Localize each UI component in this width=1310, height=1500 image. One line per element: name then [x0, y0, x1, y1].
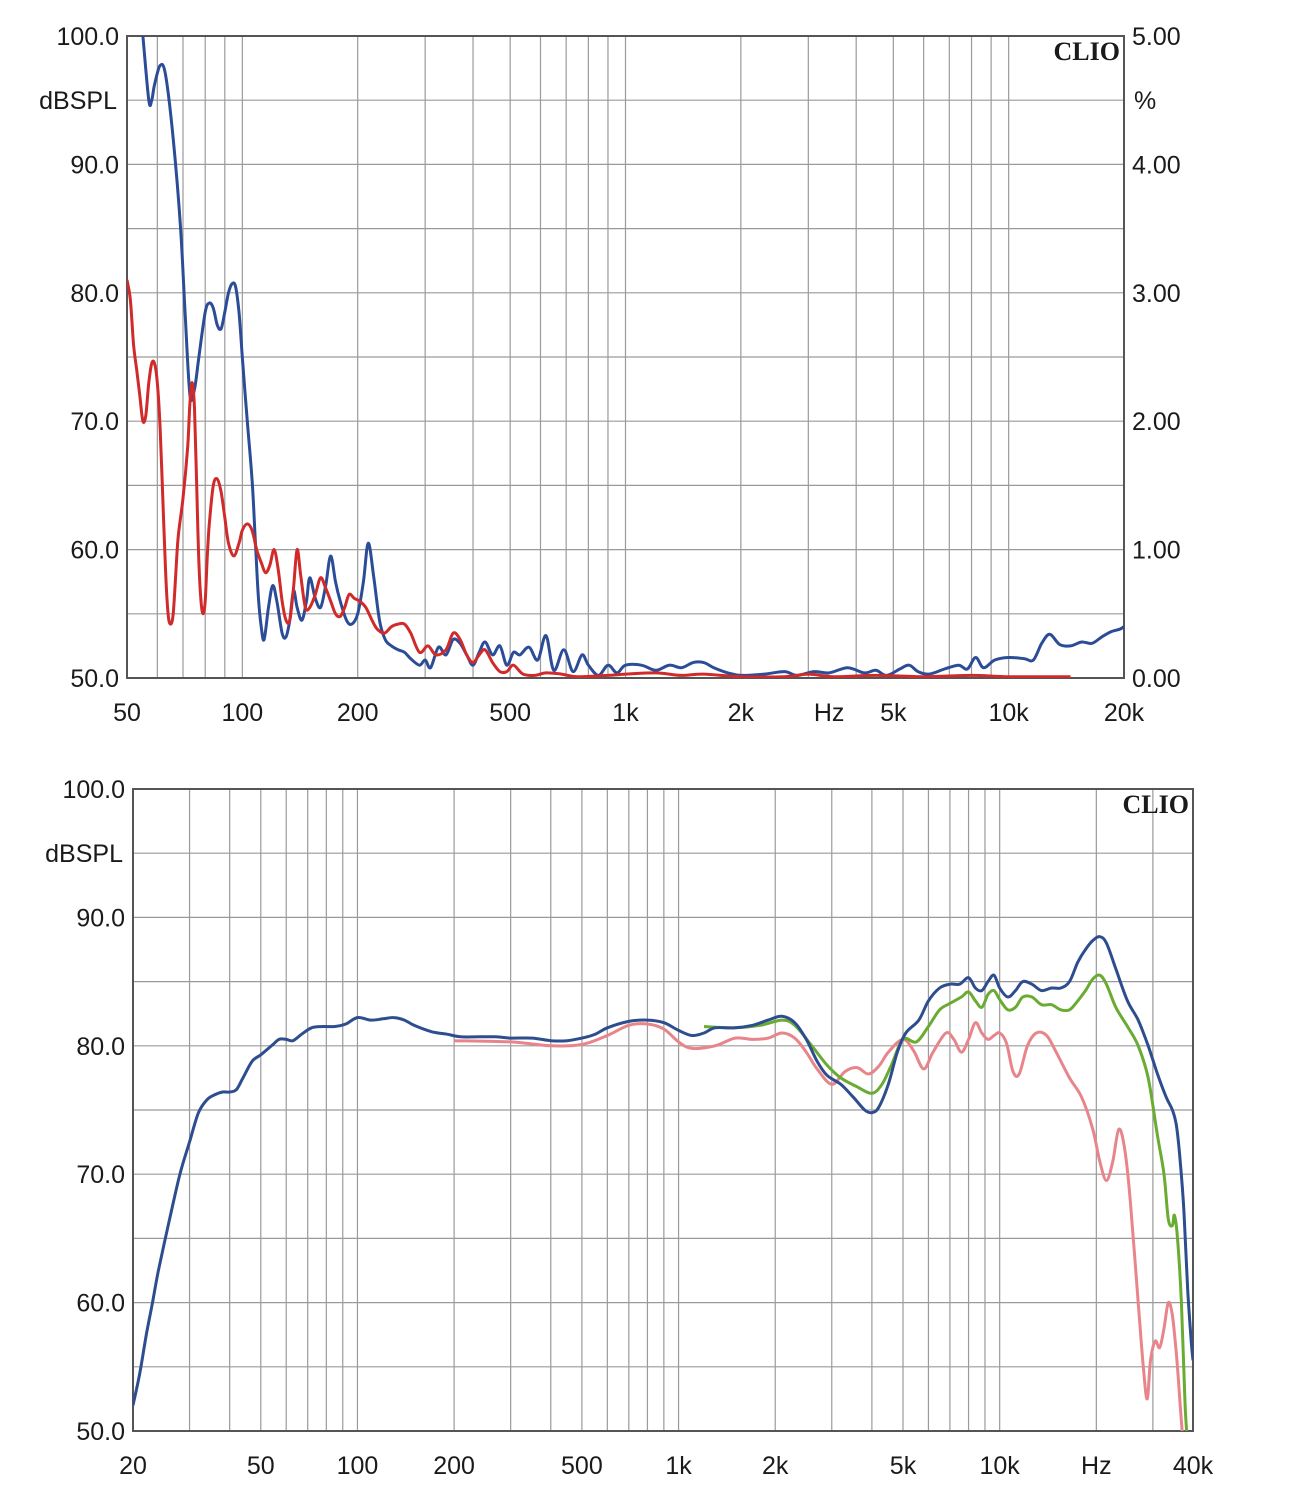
clio-brand: CLIO: [1054, 37, 1120, 66]
plot-frame: [132, 788, 1194, 1432]
x-tick-label: 500: [489, 699, 531, 727]
y-tick-label: 60.0: [70, 537, 119, 565]
x-tick-label: 200: [337, 699, 379, 727]
x-tick-label: 5k: [880, 699, 907, 727]
y-tick-label: 100.0: [56, 23, 119, 51]
grid: [127, 36, 1124, 678]
x-tick-label: 10k: [989, 699, 1030, 727]
y-tick-label: 100.0: [62, 776, 125, 804]
y-axis-label: dBSPL: [39, 87, 117, 115]
y-tick-label: 50.0: [76, 1418, 125, 1446]
x-tick-label: 500: [561, 1452, 603, 1480]
y-tick-label: 70.0: [76, 1161, 125, 1189]
y2-tick-label: 5.00: [1132, 23, 1181, 51]
y-tick-label: 90.0: [70, 151, 119, 179]
x-tick-label: 1k: [665, 1452, 692, 1480]
y-tick-label: 70.0: [70, 408, 119, 436]
y2-tick-label: 4.00: [1132, 151, 1181, 179]
x-tick-label: 100: [221, 699, 263, 727]
y-axis-label: dBSPL: [45, 840, 123, 868]
x-tick-label: 10k: [980, 1452, 1021, 1480]
x-tick-label: 2k: [762, 1452, 789, 1480]
chart-1: 100.0 90.0 80.0 70.0 60.0 50.0 dBSPL 5.00 4.00 3.…: [39, 23, 1181, 727]
y-tick-label: 80.0: [70, 280, 119, 308]
x-tick-label: 2k: [728, 699, 755, 727]
y-tick-label: 80.0: [76, 1033, 125, 1061]
y2-tick-label: 2.00: [1132, 408, 1181, 436]
y2-tick-label: 3.00: [1132, 280, 1181, 308]
series-line-1: [454, 1021, 1184, 1431]
x-tick-label: 40k: [1173, 1452, 1214, 1480]
series-line-1: [141, 36, 1124, 677]
series-group: [127, 36, 1124, 678]
x-tick-label: 50: [113, 699, 141, 727]
chart-2: 100.0 90.0 80.0 70.0 60.0 50.0 dBSPL 20 50 100 200…: [45, 776, 1213, 1480]
x-tick-label: 200: [433, 1452, 475, 1480]
series-line-3: [133, 935, 1193, 1406]
y2-tick-label: 1.00: [1132, 537, 1181, 565]
x-tick-label: 5k: [890, 1452, 917, 1480]
series-group: [133, 935, 1193, 1431]
y-tick-label: 60.0: [76, 1290, 125, 1318]
y-tick-label: 90.0: [76, 904, 125, 932]
grid: [133, 789, 1193, 1431]
series-line-2: [127, 279, 1071, 678]
x-unit-label: Hz: [814, 699, 845, 727]
x-tick-label: 20k: [1104, 699, 1145, 727]
x-tick-label: 50: [247, 1452, 275, 1480]
y-tick-label: 50.0: [70, 665, 119, 693]
x-tick-label: 1k: [612, 699, 639, 727]
y2-tick-label: 0.00: [1132, 665, 1181, 693]
y2-axis-label: %: [1134, 87, 1156, 115]
x-tick-label: 100: [337, 1452, 379, 1480]
plot-frame: [126, 35, 1125, 679]
series-line-2: [703, 973, 1189, 1431]
x-unit-label: Hz: [1081, 1452, 1112, 1480]
clio-brand: CLIO: [1123, 790, 1189, 819]
x-tick-label: 20: [119, 1452, 147, 1480]
